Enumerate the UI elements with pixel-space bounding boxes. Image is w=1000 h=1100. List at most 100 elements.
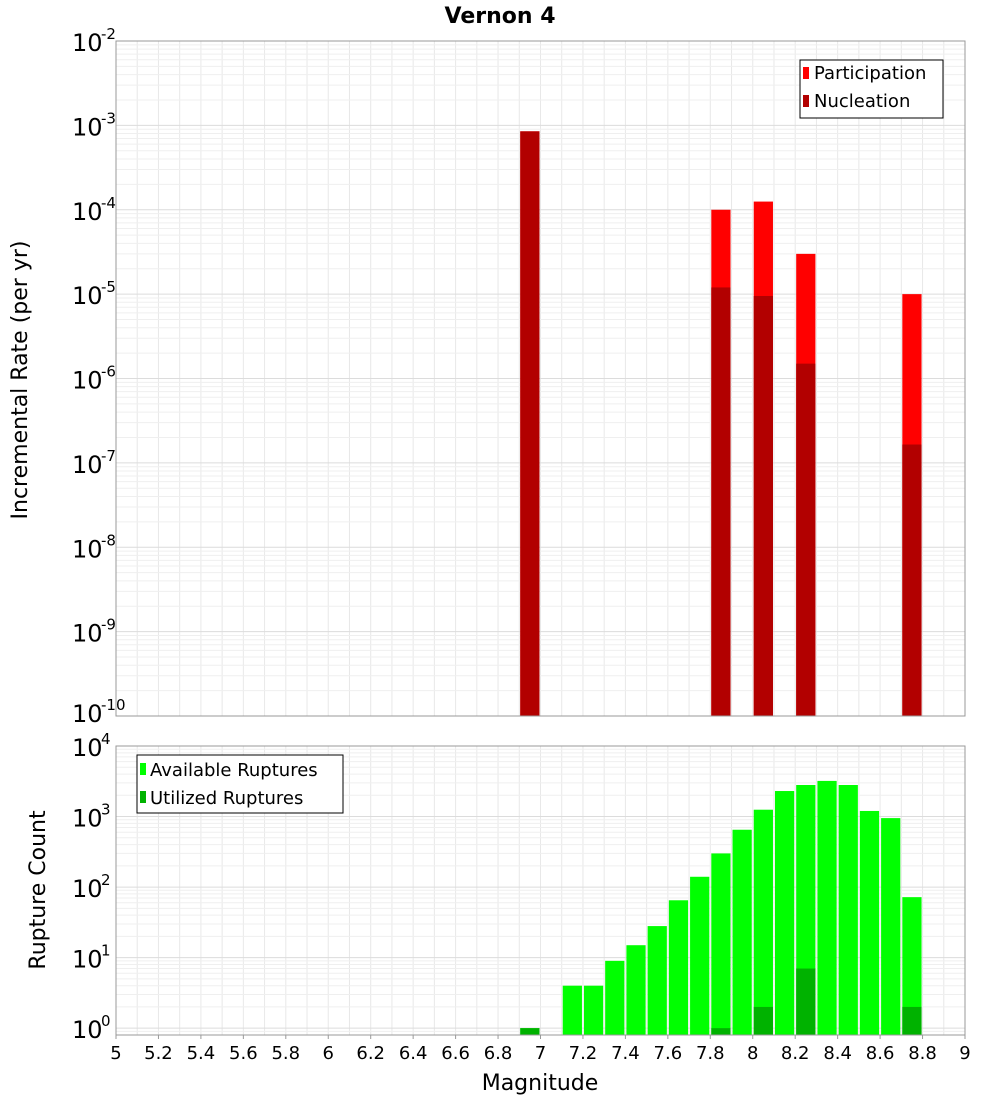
y-tick-base: 10	[72, 805, 103, 833]
y-tick-base: 10	[72, 875, 103, 903]
y-tick-exponent: 4	[101, 730, 111, 748]
x-tick-label: 7.2	[569, 1043, 598, 1064]
available-ruptures-bar	[562, 985, 582, 1035]
nucleation-bar	[796, 363, 816, 716]
x-tick-label: 8.6	[866, 1043, 895, 1064]
bottom-y-axis-label: Rupture Count	[26, 810, 51, 970]
y-tick-base: 10	[72, 451, 103, 479]
x-tick-label: 7	[535, 1043, 546, 1064]
x-tick-label: 8.2	[781, 1043, 810, 1064]
nucleation-legend-label: Nucleation	[814, 91, 910, 112]
available-ruptures-bar	[817, 780, 837, 1035]
available-ruptures-bar	[859, 810, 880, 1035]
y-tick-label: 10-8	[72, 531, 116, 563]
nucleation-bar	[753, 296, 773, 716]
bottom-legend: Available Ruptures Utilized Ruptures	[136, 754, 344, 814]
y-tick-label: 100	[72, 1012, 111, 1044]
top-bars	[520, 131, 922, 717]
x-tick-label: 7.4	[611, 1043, 640, 1064]
y-tick-base: 10	[72, 198, 103, 226]
x-tick-label: 7.6	[654, 1043, 683, 1064]
x-tick-label: 8	[747, 1043, 758, 1064]
nucleation-swatch	[803, 95, 809, 107]
y-tick-base: 10	[72, 29, 103, 57]
available-ruptures-bar	[668, 900, 689, 1035]
y-tick-base: 10	[72, 734, 103, 762]
y-tick-exponent: -7	[101, 447, 116, 465]
y-tick-base: 10	[72, 367, 103, 395]
available-ruptures-swatch	[140, 763, 146, 775]
y-tick-label: 10-6	[72, 363, 116, 395]
y-tick-base: 10	[72, 282, 103, 310]
y-tick-exponent: 3	[101, 801, 111, 819]
y-tick-exponent: 0	[101, 1012, 111, 1030]
top-y-tick-labels: 10-210-310-410-510-610-710-810-910-10	[72, 25, 126, 728]
y-tick-label: 10-10	[72, 696, 126, 728]
x-tick-label: 6.4	[399, 1043, 428, 1064]
y-tick-base: 10	[72, 946, 103, 974]
nucleation-bar	[902, 444, 922, 716]
x-tick-label: 9	[959, 1043, 970, 1064]
x-tick-label: 6	[323, 1043, 334, 1064]
y-tick-exponent: -5	[101, 278, 116, 296]
x-tick-label: 5.2	[144, 1043, 173, 1064]
x-tick-label: 8.8	[908, 1043, 937, 1064]
y-tick-label: 10-2	[72, 25, 116, 57]
available-ruptures-bar	[690, 876, 710, 1035]
available-ruptures-bar	[605, 960, 625, 1035]
available-ruptures-bar	[732, 829, 752, 1035]
y-tick-exponent: -9	[101, 616, 116, 634]
available-ruptures-bar	[647, 926, 667, 1035]
y-tick-base: 10	[72, 535, 103, 563]
y-tick-exponent: -8	[101, 531, 116, 549]
utilized-ruptures-swatch	[140, 791, 146, 803]
available-ruptures-bar	[711, 853, 731, 1035]
y-tick-exponent: -4	[101, 194, 116, 212]
y-tick-base: 10	[72, 620, 103, 648]
available-ruptures-bar	[881, 818, 901, 1035]
nucleation-bar	[520, 131, 540, 717]
bottom-bars	[520, 780, 922, 1035]
y-tick-base: 10	[72, 700, 103, 728]
x-tick-label: 8.4	[823, 1043, 852, 1064]
y-tick-exponent: -6	[101, 363, 116, 381]
y-tick-label: 101	[72, 942, 111, 974]
available-ruptures-bar	[583, 985, 604, 1035]
y-tick-label: 10-3	[72, 109, 116, 141]
x-tick-label: 6.8	[484, 1043, 513, 1064]
y-tick-label: 102	[72, 871, 111, 903]
utilized-ruptures-bar	[902, 1006, 922, 1035]
y-tick-label: 104	[72, 730, 111, 762]
nucleation-bar	[711, 287, 731, 716]
utilized-ruptures-bar	[796, 968, 816, 1035]
utilized-ruptures-legend-label: Utilized Ruptures	[150, 788, 303, 809]
x-tick-label: 5.8	[271, 1043, 300, 1064]
y-tick-label: 10-7	[72, 447, 116, 479]
y-tick-label: 10-4	[72, 194, 116, 226]
y-tick-exponent: -2	[101, 25, 116, 43]
x-tick-label: 6.2	[356, 1043, 385, 1064]
participation-legend-label: Participation	[814, 63, 926, 84]
y-tick-label: 10-9	[72, 616, 116, 648]
utilized-ruptures-bar	[711, 1028, 731, 1035]
x-axis-label: Magnitude	[482, 1071, 599, 1096]
x-tick-label: 7.8	[696, 1043, 725, 1064]
y-tick-label: 10-5	[72, 278, 116, 310]
utilized-ruptures-bar	[520, 1028, 540, 1035]
available-ruptures-bar	[902, 897, 922, 1035]
x-tick-label: 6.6	[441, 1043, 470, 1064]
top-plot-frame	[115, 40, 966, 717]
top-legend: Participation Nucleation	[799, 59, 944, 119]
y-tick-exponent: -10	[101, 696, 126, 714]
utilized-ruptures-bar	[753, 1006, 773, 1035]
y-tick-exponent: 2	[101, 871, 111, 889]
x-tick-label: 5	[110, 1043, 121, 1064]
x-tick-labels: 5 5.2 5.4 5.6 5.8 6 6.2 6.4 6.6 6.8 7 7.2 7.4 7.6 7.8 8…	[110, 1035, 971, 1064]
y-tick-label: 103	[72, 801, 111, 833]
chart-title: Vernon 4	[445, 4, 556, 29]
y-tick-base: 10	[72, 1016, 103, 1044]
available-ruptures-bar	[838, 784, 858, 1035]
bottom-legend-box	[136, 754, 344, 814]
